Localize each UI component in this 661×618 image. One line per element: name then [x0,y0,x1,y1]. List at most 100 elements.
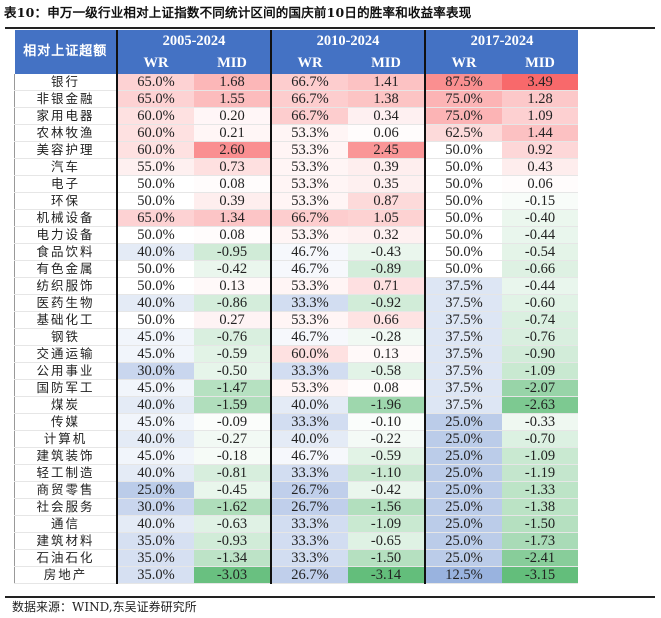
mid-return-cell: -0.76 [502,328,578,346]
industry-label: 通信 [14,515,118,533]
win-rate-cell: 45.0% [117,345,194,363]
win-rate-cell: 50.0% [425,243,502,261]
win-rate-cell: 65.0% [117,74,194,91]
win-rate-cell: 33.3% [271,362,348,380]
win-rate-cell: 26.7% [271,481,348,499]
win-rate-cell: 37.5% [425,294,502,312]
mid-return-cell: 1.41 [348,74,426,91]
wr-header: WR [425,52,502,74]
industry-label: 轻工制造 [14,464,118,482]
win-rate-cell: 33.3% [271,294,348,312]
win-rate-cell: 53.3% [271,124,348,142]
win-rate-cell: 50.0% [425,175,502,193]
mid-return-cell: 0.35 [348,175,426,193]
top-rule [5,27,655,29]
win-rate-cell: 37.5% [425,345,502,363]
win-rate-cell: 33.3% [271,413,348,431]
mid-return-cell: 0.20 [194,107,272,125]
win-rate-cell: 66.7% [271,74,348,91]
corner-header: 相对上证超额 [14,30,118,74]
win-rate-cell: 66.7% [271,209,348,227]
industry-label: 银行 [14,74,118,91]
win-rate-cell: 50.0% [117,277,194,295]
mid-return-cell: -0.59 [348,447,426,465]
industry-label: 建筑装饰 [14,447,118,465]
industry-label: 煤炭 [14,396,118,414]
mid-return-cell: 0.13 [348,345,426,363]
mid-return-cell: 0.39 [194,192,272,210]
table-row: 房地产 35.0% -3.03 26.7% -3.14 12.5% -3.15 [14,566,578,584]
win-rate-cell: 25.0% [425,413,502,431]
table-row: 商贸零售 25.0% -0.45 26.7% -0.42 25.0% -1.33 [14,481,578,499]
win-rate-cell: 30.0% [117,498,194,516]
table-row: 建筑材料 35.0% -0.93 33.3% -0.65 25.0% -1.73 [14,532,578,550]
mid-header: MID [348,52,426,74]
mid-return-cell: -1.50 [348,549,426,567]
mid-return-cell: -1.50 [502,515,578,533]
win-rate-cell: 50.0% [425,260,502,278]
win-rate-cell: 66.7% [271,90,348,108]
win-rate-cell: 53.3% [271,379,348,397]
win-rate-cell: 62.5% [425,124,502,142]
win-rate-cell: 50.0% [425,209,502,227]
win-rate-cell: 46.7% [271,447,348,465]
win-rate-cell: 60.0% [117,124,194,142]
mid-return-cell: 1.44 [502,124,578,142]
mid-return-cell: -0.45 [194,481,272,499]
win-rate-cell: 50.0% [117,175,194,193]
win-rate-cell: 50.0% [425,158,502,176]
industry-label: 机械设备 [14,209,118,227]
mid-return-cell: -2.63 [502,396,578,414]
table-row: 通信 40.0% -0.63 33.3% -1.09 25.0% -1.50 [14,515,578,533]
mid-header: MID [194,52,272,74]
industry-label: 房地产 [14,566,118,584]
mid-return-cell: -0.93 [194,532,272,550]
win-rate-cell: 53.3% [271,226,348,244]
win-rate-cell: 46.7% [271,243,348,261]
mid-return-cell: -0.44 [502,277,578,295]
mid-return-cell: -0.40 [502,209,578,227]
mid-return-cell: 1.55 [194,90,272,108]
mid-return-cell: -1.47 [194,379,272,397]
table-row: 社会服务 30.0% -1.62 26.7% -1.56 25.0% -1.38 [14,498,578,516]
win-rate-cell: 40.0% [117,464,194,482]
mid-return-cell: 0.08 [194,175,272,193]
industry-label: 公用事业 [14,362,118,380]
wr-header: WR [271,52,348,74]
win-rate-cell: 26.7% [271,498,348,516]
win-rate-cell: 60.0% [117,107,194,125]
win-rate-cell: 37.5% [425,396,502,414]
mid-return-cell: -1.19 [502,464,578,482]
win-rate-cell: 35.0% [117,566,194,584]
mid-return-cell: 0.92 [502,141,578,159]
mid-return-cell: -0.76 [194,328,272,346]
mid-return-cell: 0.06 [348,124,426,142]
mid-return-cell: -0.58 [348,362,426,380]
mid-return-cell: 0.39 [348,158,426,176]
win-rate-cell: 50.0% [425,226,502,244]
win-rate-cell: 25.0% [425,447,502,465]
mid-return-cell: 2.60 [194,141,272,159]
period-header: 2010-2024 [271,30,426,52]
win-rate-cell: 50.0% [117,260,194,278]
industry-label: 家用电器 [14,107,118,125]
mid-return-cell: -1.56 [348,498,426,516]
mid-return-cell: -1.10 [348,464,426,482]
win-rate-cell: 50.0% [117,226,194,244]
mid-return-cell: -1.73 [502,532,578,550]
win-rate-cell: 65.0% [117,90,194,108]
performance-table: 相对上证超额 2005-2024 2010-2024 2017-2024 WR … [14,30,578,584]
mid-return-cell: -1.09 [348,515,426,533]
table-row: 交通运输 45.0% -0.59 60.0% 0.13 37.5% -0.90 [14,345,578,363]
mid-return-cell: 0.08 [194,226,272,244]
bottom-rule [5,596,655,598]
industry-label: 汽车 [14,158,118,176]
industry-label: 国防军工 [14,379,118,397]
industry-label: 传媒 [14,413,118,431]
mid-return-cell: 1.34 [194,209,272,227]
industry-label: 社会服务 [14,498,118,516]
table-row: 家用电器 60.0% 0.20 66.7% 0.34 75.0% 1.09 [14,107,578,125]
mid-return-cell: -1.09 [502,447,578,465]
mid-return-cell: -1.09 [502,362,578,380]
win-rate-cell: 37.5% [425,379,502,397]
